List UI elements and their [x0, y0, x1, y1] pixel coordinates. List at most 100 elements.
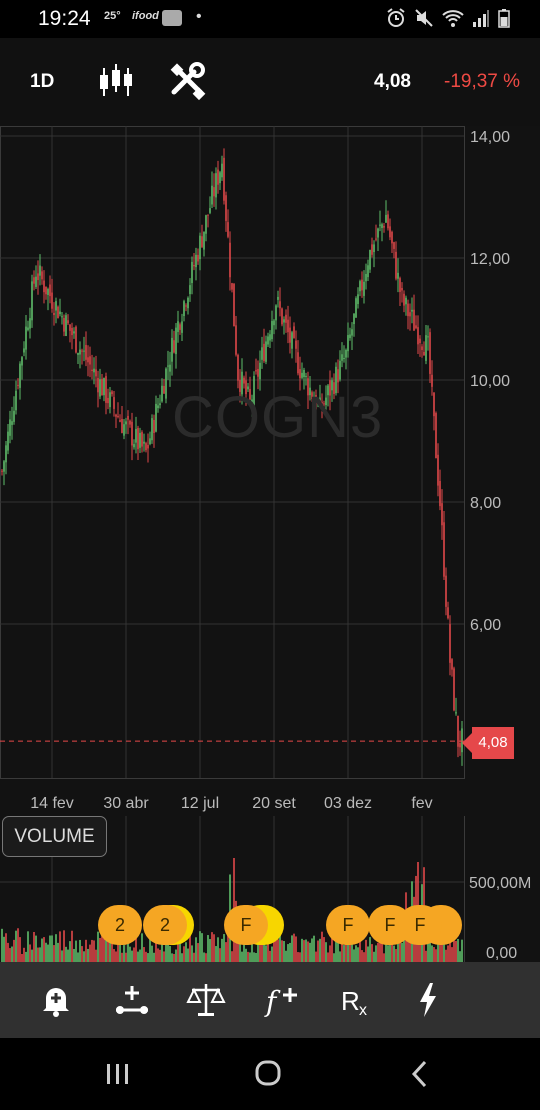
candlestick-icon[interactable] — [96, 62, 136, 102]
volume-bar — [337, 940, 339, 962]
candle-body — [395, 251, 397, 279]
candle-body — [257, 368, 259, 377]
svg-text:f: f — [264, 985, 281, 1018]
volume-bar — [243, 940, 245, 962]
candle-body — [369, 249, 371, 270]
status-icons — [386, 7, 510, 29]
event-marker[interactable]: 2 — [143, 905, 187, 945]
candle-body — [39, 265, 41, 276]
candle-body — [223, 157, 225, 201]
volume-bar — [269, 950, 271, 962]
candle-body — [297, 352, 299, 374]
candle-body — [363, 281, 365, 296]
event-marker[interactable]: 2 — [98, 905, 142, 945]
volume-bar — [137, 951, 139, 962]
volume-bar — [439, 929, 441, 962]
volume-panel[interactable]: 500,00M 0,00 VOLUME 2 2 F F F F — [0, 816, 540, 962]
candle-body — [249, 388, 251, 400]
flash-icon[interactable] — [408, 980, 448, 1020]
recent-apps-icon[interactable] — [98, 1056, 138, 1092]
volume-label[interactable]: VOLUME — [2, 816, 107, 857]
candle-body — [281, 308, 283, 325]
volume-bar — [87, 948, 89, 962]
candle-body — [145, 443, 147, 451]
add-alert-icon[interactable] — [36, 980, 76, 1020]
volume-bar — [255, 952, 257, 962]
y-tick-label: 12,00 — [470, 251, 510, 268]
candle-body — [163, 385, 165, 394]
candle-body — [61, 316, 63, 318]
candle-body — [309, 387, 311, 396]
home-icon[interactable] — [248, 1056, 288, 1092]
candle-body — [117, 416, 119, 418]
candle-body — [427, 336, 429, 338]
signal-icon — [473, 10, 489, 27]
function-add-icon[interactable]: f — [262, 980, 302, 1020]
volume-bar — [75, 940, 77, 962]
volume-bar — [341, 936, 343, 962]
candle-body — [445, 575, 447, 607]
candle-body — [421, 346, 423, 351]
volume-bar — [81, 946, 83, 962]
candle-body — [189, 285, 191, 295]
candle-body — [355, 298, 357, 318]
indicator-add-icon[interactable] — [112, 980, 152, 1020]
candle-body — [155, 403, 157, 432]
candle-body — [63, 318, 65, 332]
volume-bar — [77, 952, 79, 962]
volume-bar — [305, 939, 307, 962]
candle-body — [383, 226, 385, 228]
candle-body — [97, 377, 99, 393]
candle-body — [109, 392, 111, 408]
candle-body — [221, 163, 223, 178]
candle-body — [305, 375, 307, 377]
volume-bar — [451, 947, 453, 962]
volume-bar — [63, 930, 65, 962]
wifi-icon — [442, 10, 464, 27]
candle-body — [121, 418, 123, 433]
volume-bar — [127, 928, 129, 962]
volume-bar — [287, 944, 289, 962]
svg-text:x: x — [359, 1002, 367, 1019]
candle-body — [227, 222, 229, 237]
volume-bar — [131, 950, 133, 962]
candle-body — [27, 327, 29, 330]
volume-bar — [195, 937, 197, 962]
back-icon[interactable] — [400, 1056, 440, 1092]
volume-bar — [271, 946, 273, 962]
candle-body — [279, 301, 281, 309]
candle-body — [229, 242, 231, 278]
volume-bar — [53, 945, 55, 962]
volume-bar — [3, 936, 5, 962]
volume-bar — [245, 948, 247, 962]
period-selector[interactable]: 1D — [30, 71, 55, 92]
volume-bar — [17, 928, 19, 962]
candle-body — [107, 397, 109, 404]
price-chart[interactable]: 14,00 12,00 10,00 8,00 6,00 14 fev 30 abr 12 ju… — [0, 126, 540, 816]
volume-bar — [281, 940, 283, 962]
volume-bar — [179, 942, 181, 962]
volume-bar — [33, 931, 35, 962]
candlestick-chart[interactable]: 14,00 12,00 10,00 8,00 6,00 14 fev 30 abr 12 ju… — [0, 126, 540, 816]
tools-icon[interactable] — [168, 62, 208, 102]
candle-body — [409, 312, 411, 317]
event-marker[interactable]: F — [398, 905, 442, 945]
compare-icon[interactable] — [186, 980, 226, 1020]
volume-bar — [149, 928, 151, 962]
rx-icon[interactable]: R x — [338, 980, 378, 1020]
candle-body — [459, 743, 461, 748]
volume-bar — [263, 930, 265, 962]
volume-bar — [267, 937, 269, 962]
x-tick-label: 03 dez — [324, 795, 372, 812]
volume-bar — [223, 934, 225, 962]
candle-body — [47, 289, 49, 295]
event-marker[interactable]: F — [224, 905, 268, 945]
volume-bar — [279, 928, 281, 962]
volume-bar — [273, 930, 275, 962]
svg-text:R: R — [341, 986, 360, 1016]
volume-bar — [299, 952, 301, 962]
candle-body — [231, 283, 233, 290]
volume-bar — [105, 932, 107, 962]
volume-bar — [285, 950, 287, 962]
event-marker[interactable]: F — [326, 905, 370, 945]
